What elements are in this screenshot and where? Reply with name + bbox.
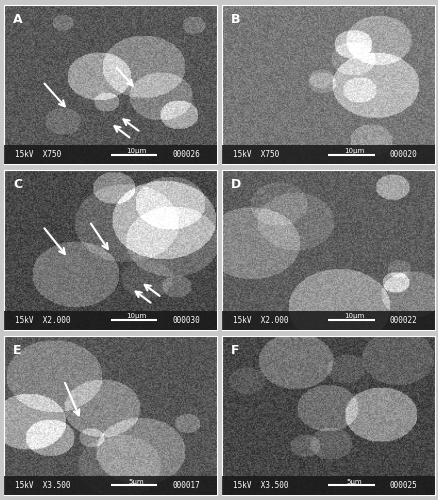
Text: 000030: 000030	[172, 316, 199, 324]
Text: 15kV  X2.000: 15kV X2.000	[232, 316, 288, 324]
Text: 000026: 000026	[172, 150, 199, 160]
Text: 000017: 000017	[172, 481, 199, 490]
Text: 000020: 000020	[389, 150, 417, 160]
Text: 15kV  X750: 15kV X750	[15, 150, 61, 160]
Text: C: C	[13, 178, 22, 192]
Text: 15kV  X3.500: 15kV X3.500	[15, 481, 71, 490]
Text: 15kV  X2.000: 15kV X2.000	[15, 316, 71, 324]
Text: 15kV  X3.500: 15kV X3.500	[232, 481, 288, 490]
Text: D: D	[230, 178, 240, 192]
Text: B: B	[230, 13, 240, 26]
Text: 15kV  X750: 15kV X750	[232, 150, 279, 160]
Text: 10μm: 10μm	[343, 314, 363, 320]
Text: 10μm: 10μm	[343, 148, 363, 154]
Text: 10μm: 10μm	[126, 148, 146, 154]
Bar	[4, 476, 216, 495]
Text: 000025: 000025	[389, 481, 417, 490]
Text: E: E	[13, 344, 21, 356]
Text: 5μm: 5μm	[345, 478, 361, 484]
Text: 000022: 000022	[389, 316, 417, 324]
Text: 10μm: 10μm	[126, 314, 146, 320]
Text: 5μm: 5μm	[128, 478, 144, 484]
Text: A: A	[13, 13, 22, 26]
Bar	[222, 476, 434, 495]
Bar	[4, 310, 216, 330]
Bar	[4, 145, 216, 165]
Text: F: F	[230, 344, 239, 356]
Bar	[222, 145, 434, 165]
Bar	[222, 310, 434, 330]
